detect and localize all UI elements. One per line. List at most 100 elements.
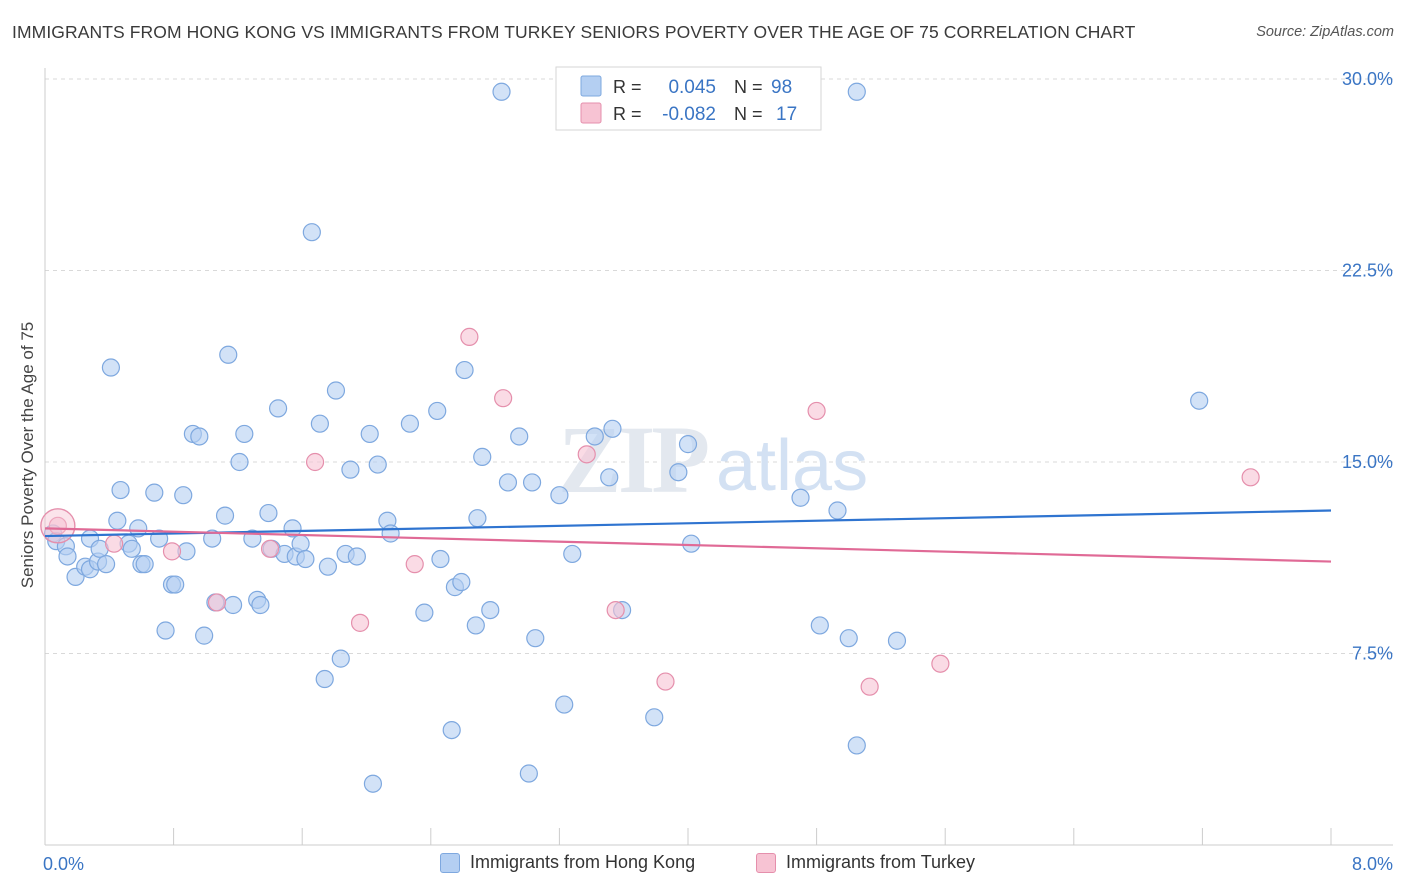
turkey-point	[105, 534, 124, 553]
hong-kong-point	[519, 764, 538, 783]
hong-kong-point	[318, 557, 338, 576]
hong-kong-point	[455, 360, 474, 380]
series-legend: Immigrants from Hong Kong Immigrants fro…	[0, 850, 1406, 880]
turkey-point	[460, 327, 479, 346]
hong-kong-point	[96, 555, 116, 574]
hong-kong-point	[481, 600, 500, 620]
y-tick-label: 7.5%	[1352, 644, 1393, 664]
hong-kong-point	[428, 401, 447, 421]
x-tick-label: 8.0%	[1352, 854, 1393, 874]
y-tick-label: 30.0%	[1342, 69, 1393, 89]
legend-r-label: R =	[613, 104, 642, 124]
hong-kong-point	[682, 534, 701, 553]
hong-kong-point	[166, 575, 185, 594]
hong-kong-point	[302, 223, 321, 242]
turkey-point	[207, 593, 227, 612]
axes	[44, 68, 1393, 846]
turkey-point	[405, 555, 424, 574]
hong-kong-point	[368, 455, 387, 474]
legend-n-label: N =	[734, 104, 763, 124]
hong-kong-point	[400, 414, 420, 433]
hong-kong-point	[268, 399, 288, 418]
hong-kong-point	[230, 452, 249, 472]
hong-kong-point	[526, 629, 545, 648]
hong-kong-trend-line	[44, 509, 1332, 538]
legend-swatch-hong-kong	[440, 852, 460, 873]
hong-kong-point	[310, 414, 329, 433]
hong-kong-point	[341, 460, 360, 479]
legend-item-turkey: Immigrants from Turkey	[756, 852, 975, 873]
hong-kong-point	[223, 595, 243, 615]
turkey-point	[260, 539, 280, 558]
hong-kong-point	[791, 488, 810, 507]
hong-kong-point	[363, 774, 383, 793]
hong-kong-point	[360, 424, 379, 444]
correlation-legend: R = 0.045 N = 98 R = -0.082 N = 17	[555, 66, 822, 131]
legend-r-label: R =	[613, 77, 642, 97]
hong-kong-point	[847, 736, 866, 755]
legend-n-value: 98	[771, 77, 792, 98]
hong-kong-point	[331, 649, 350, 668]
hong-kong-point	[296, 549, 315, 569]
hong-kong-point	[190, 427, 209, 446]
hong-kong-point	[522, 473, 542, 492]
y-tick-label: 22.5%	[1342, 261, 1393, 281]
hong-kong-point	[1190, 391, 1209, 410]
hong-kong-point	[58, 547, 77, 566]
legend-label-hong-kong: Immigrants from Hong Kong	[470, 852, 696, 872]
hong-kong-point	[498, 473, 518, 492]
hong-kong-point	[111, 480, 130, 500]
trend-lines	[44, 509, 1332, 563]
turkey-trend-line	[44, 527, 1332, 563]
hong-kong-point	[174, 486, 193, 505]
hong-kong-point	[466, 616, 485, 635]
hong-kong-point	[603, 419, 622, 438]
turkey-point	[494, 389, 513, 408]
hong-kong-point	[678, 435, 698, 454]
legend-r-value: -0.082	[662, 104, 716, 125]
hong-kong-point	[219, 345, 238, 364]
y-axis-label: Seniors Poverty Over the Age of 75	[18, 322, 37, 588]
hong-kong-point	[195, 626, 214, 645]
hong-kong-point	[347, 547, 366, 566]
hong-kong-point	[283, 519, 302, 538]
hong-kong-point	[839, 629, 858, 648]
legend-n-value: 17	[776, 104, 797, 125]
hong-kong-point	[468, 509, 487, 528]
grid	[45, 78, 1393, 654]
hong-kong-point	[381, 524, 400, 543]
hong-kong-point	[828, 501, 847, 520]
chart-title: IMMIGRANTS FROM HONG KONG VS IMMIGRANTS …	[12, 22, 1136, 42]
y-tick-label: 15.0%	[1342, 452, 1393, 472]
hong-kong-point	[550, 486, 569, 505]
hong-kong-point	[473, 447, 492, 466]
hong-kong-point	[251, 595, 270, 615]
hong-kong-point	[810, 616, 829, 635]
hong-kong-point	[259, 503, 278, 523]
data-points	[40, 82, 1260, 793]
x-tick-label: 0.0%	[43, 854, 84, 874]
legend-swatch-turkey	[756, 852, 776, 873]
hong-kong-point	[492, 82, 511, 101]
legend-swatch-turkey	[580, 102, 602, 124]
turkey-point	[350, 613, 370, 632]
hong-kong-point	[452, 572, 471, 592]
legend-item-hong-kong: Immigrants from Hong Kong	[440, 852, 695, 873]
turkey-point	[807, 401, 826, 421]
turkey-point	[860, 677, 879, 696]
hong-kong-point	[600, 468, 619, 487]
legend-r-value: 0.045	[668, 77, 716, 98]
hong-kong-point	[156, 621, 175, 640]
hong-kong-point	[315, 669, 334, 689]
hong-kong-point	[510, 427, 529, 446]
hong-kong-point	[645, 708, 664, 727]
tick-labels: 7.5% 15.0% 22.5% 30.0% 0.0% 8.0%	[43, 69, 1393, 874]
watermark: ZIP atlas	[558, 406, 868, 513]
turkey-point	[931, 654, 950, 673]
watermark-atlas: atlas	[716, 426, 868, 506]
hong-kong-point	[215, 506, 235, 525]
turkey-point	[656, 672, 675, 691]
hong-kong-point	[129, 519, 148, 538]
hong-kong-point	[887, 631, 907, 650]
